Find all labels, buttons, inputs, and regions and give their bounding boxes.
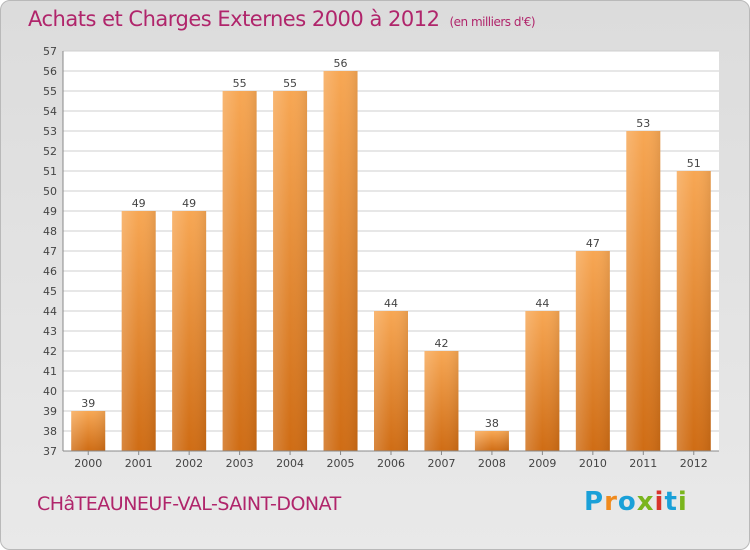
logo-letter: i [677, 487, 688, 517]
y-tick-label: 54 [43, 105, 57, 118]
chart-title: Achats et Charges Externes 2000 à 2012 (e… [28, 7, 536, 31]
y-tick-label: 50 [43, 185, 57, 198]
logo-letter: o [617, 487, 637, 517]
x-tick-label: 2004 [276, 457, 304, 470]
bar-shading [424, 351, 459, 451]
bar-value-label: 51 [687, 157, 701, 170]
bar-value-label: 55 [283, 77, 297, 90]
bar-shading [71, 411, 106, 451]
y-tick-label: 57 [43, 45, 57, 58]
y-tick-label: 43 [43, 325, 57, 338]
y-tick-label: 52 [43, 145, 57, 158]
x-tick-label: 2000 [74, 457, 102, 470]
x-tick-label: 2012 [680, 457, 708, 470]
y-tick-label: 47 [43, 245, 57, 258]
bar-value-label: 55 [233, 77, 247, 90]
logo-letter: P [584, 487, 605, 517]
x-tick-label: 2006 [377, 457, 405, 470]
y-tick-label: 44 [43, 305, 57, 318]
x-tick-label: 2001 [125, 457, 153, 470]
bar-shading [374, 311, 408, 451]
proxiti-logo: Proxiti [584, 487, 688, 517]
y-tick-label: 37 [43, 445, 57, 458]
bar-shading [323, 71, 358, 451]
y-tick-label: 38 [43, 425, 57, 438]
chart-title-text: Achats et Charges Externes 2000 à 2012 [28, 7, 440, 31]
bar-shading [525, 311, 560, 451]
bar-shading [474, 431, 509, 451]
bar-value-label: 53 [636, 117, 650, 130]
chart-subtitle: (en milliers d'€) [449, 15, 536, 29]
x-tick-label: 2005 [327, 457, 355, 470]
x-tick-label: 2011 [629, 457, 657, 470]
y-tick-label: 41 [43, 365, 57, 378]
bar-value-label: 49 [182, 197, 196, 210]
bar-shading [121, 211, 156, 451]
bar-value-label: 38 [485, 417, 499, 430]
x-tick-label: 2007 [427, 457, 455, 470]
y-tick-label: 55 [43, 85, 57, 98]
bar-value-label: 42 [434, 337, 448, 350]
x-tick-label: 2008 [478, 457, 506, 470]
logo-letter: i [654, 487, 665, 517]
city-name: CHâTEAUNEUF-VAL-SAINT-DONAT [37, 493, 341, 515]
y-tick-label: 39 [43, 405, 57, 418]
y-tick-label: 42 [43, 345, 57, 358]
bar-value-label: 56 [334, 57, 348, 70]
bar-value-label: 39 [81, 397, 95, 410]
bar-shading [273, 91, 308, 451]
bar-value-label: 44 [384, 297, 398, 310]
x-tick-label: 2003 [226, 457, 254, 470]
y-tick-label: 40 [43, 385, 57, 398]
x-tick-label: 2010 [579, 457, 607, 470]
bar-value-label: 44 [535, 297, 549, 310]
y-tick-label: 53 [43, 125, 57, 138]
bar-value-label: 47 [586, 237, 600, 250]
bar-value-label: 49 [132, 197, 146, 210]
logo-letter: r [604, 487, 618, 517]
y-tick-label: 49 [43, 205, 57, 218]
bar-shading [676, 171, 711, 451]
y-tick-label: 56 [43, 65, 57, 78]
logo-letter: x [636, 487, 655, 517]
y-tick-label: 48 [43, 225, 57, 238]
bar-shading [172, 211, 207, 451]
x-tick-label: 2009 [528, 457, 556, 470]
bar-shading [222, 91, 257, 451]
bar-shading [575, 251, 610, 451]
logo-letter: t [664, 487, 678, 517]
y-tick-label: 46 [43, 265, 57, 278]
y-tick-label: 45 [43, 285, 57, 298]
x-tick-label: 2002 [175, 457, 203, 470]
bar-shading [626, 131, 661, 451]
y-tick-label: 51 [43, 165, 57, 178]
